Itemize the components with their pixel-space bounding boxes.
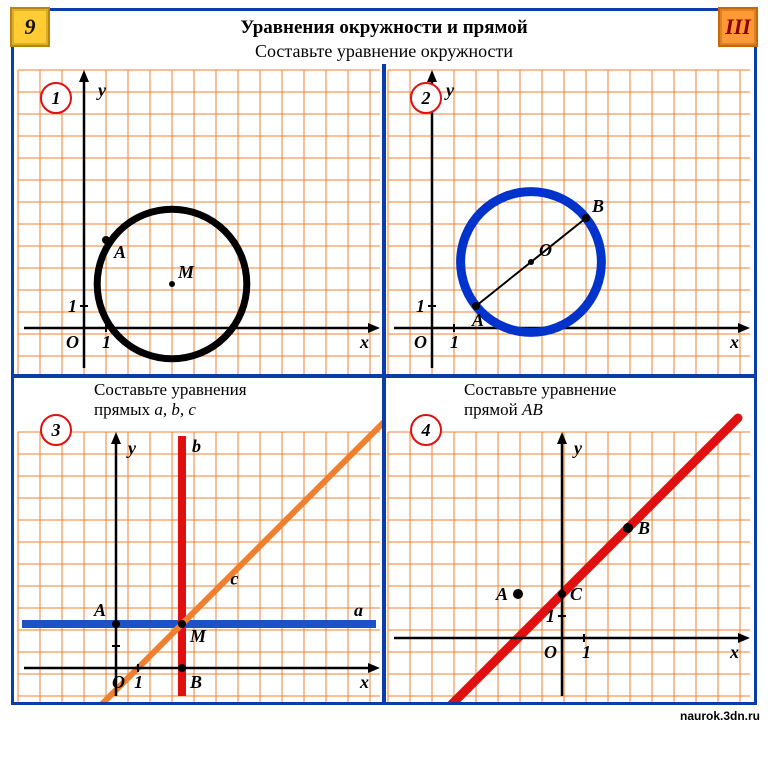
svg-text:O: O [66,332,79,352]
panel-4-subtitle: Составьте уравнение прямой AB [464,380,734,421]
svg-text:1: 1 [450,332,459,352]
svg-text:A: A [495,584,508,604]
header: Уравнения окружности и прямой Составьте … [14,11,754,64]
svg-text:A: A [471,310,484,330]
svg-text:B: B [591,196,604,216]
svg-text:B: B [637,518,650,538]
svg-text:1: 1 [416,296,425,316]
svg-text:y: y [126,438,137,458]
svg-text:O: O [112,672,125,692]
svg-text:x: x [359,332,369,352]
task-number-4: 4 [410,414,442,446]
vertical-separator [382,64,386,702]
svg-text:y: y [572,438,583,458]
svg-text:O: O [544,642,557,662]
svg-text:y: y [444,80,455,100]
svg-text:y: y [96,80,107,100]
svg-text:1: 1 [546,606,555,626]
task-number-2: 2 [410,82,442,114]
svg-text:1: 1 [134,672,143,692]
panel-3-subtitle: Составьте уравнения прямых a, b, c [94,380,364,421]
chart-2: yxO11ABO [384,64,754,374]
svg-text:c: c [230,568,238,588]
chart-1: y x O 1 1 A M [14,64,384,374]
task-number-1: 1 [40,82,72,114]
svg-text:x: x [729,332,739,352]
panel-3: Составьте уравнения прямых a, b, c 3 y x O… [14,374,384,702]
horizontal-separator [14,374,754,378]
svg-text:1: 1 [102,332,111,352]
svg-text:1: 1 [68,296,77,316]
svg-text:M: M [177,262,195,282]
worksheet-frame: 9 III Уравнения окружности и прямой Сост… [11,8,757,705]
page-subtitle: Составьте уравнение окружности [54,41,714,62]
svg-text:1: 1 [582,642,591,662]
panel-4: Составьте уравнение прямой AB 4 y x O 1 1 A C B [384,374,754,702]
task-number-3: 3 [40,414,72,446]
svg-text:O: O [414,332,427,352]
page-number-badge: 9 [10,7,50,47]
svg-text:M: M [189,626,207,646]
svg-text:A: A [113,242,126,262]
svg-text:a: a [354,600,363,620]
panel-2: 2 yxO11ABO [384,64,754,374]
svg-text:A: A [93,600,106,620]
footer-url: naurok.3dn.ru [0,705,768,723]
page-title: Уравнения окружности и прямой [54,17,714,39]
svg-text:O: O [539,240,552,260]
svg-text:B: B [189,672,202,692]
section-number-badge: III [718,7,758,47]
svg-text:x: x [729,642,739,662]
svg-text:C: C [570,584,583,604]
svg-text:x: x [359,672,369,692]
panel-1: 1 y x O 1 1 A M [14,64,384,374]
svg-text:b: b [192,436,201,456]
quad-grid: 1 yxO11AM 2 yxO11ABO Составьте уравнения… [14,64,754,702]
